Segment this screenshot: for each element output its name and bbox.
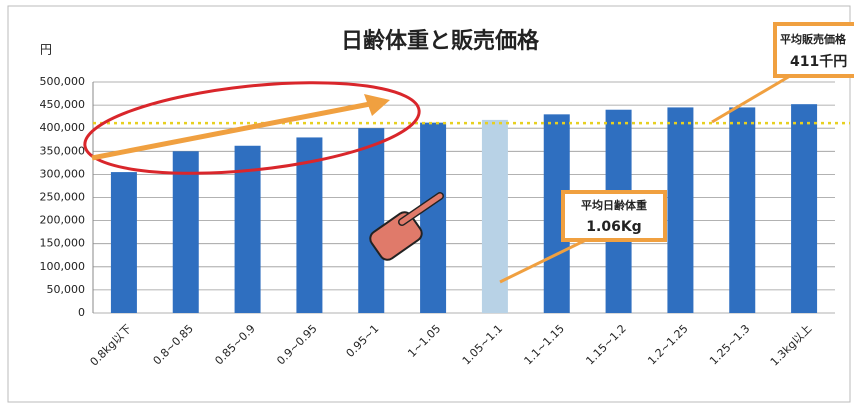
y-tick-label: 250,000 xyxy=(40,191,86,204)
bar xyxy=(729,107,756,313)
annotation-title: 平均日齢体重 xyxy=(581,198,647,212)
arrow-head xyxy=(364,94,390,116)
bar xyxy=(172,151,199,313)
annotation-title: 平均販売価格 xyxy=(780,32,847,46)
annotation-value: 1.06Kg xyxy=(586,219,641,235)
chart-title: 日齢体重と販売価格 xyxy=(341,28,540,54)
y-tick-label: 50,000 xyxy=(47,283,86,296)
y-tick-label: 200,000 xyxy=(40,214,86,227)
highlight-ellipse xyxy=(83,81,421,175)
annotation-box: 平均日齢体重 1.06Kg xyxy=(561,190,667,242)
bar xyxy=(420,122,447,313)
y-tick-label: 0 xyxy=(78,306,85,319)
annotation-value: 411千円 xyxy=(790,53,847,70)
annotation-box: 平均販売価格 411千円 xyxy=(773,22,854,78)
y-tick-label: 150,000 xyxy=(40,237,86,250)
bar xyxy=(667,107,694,313)
y-tick-label: 350,000 xyxy=(40,144,86,157)
y-unit: 円 xyxy=(40,43,52,57)
trend-arrow xyxy=(91,101,371,161)
callout-line xyxy=(711,74,791,124)
y-tick-label: 500,000 xyxy=(40,75,86,88)
bar xyxy=(234,145,261,313)
pointing-hand xyxy=(369,192,444,261)
y-tick-label: 100,000 xyxy=(40,260,86,273)
bar xyxy=(481,119,508,313)
callout-line xyxy=(499,236,591,284)
bar xyxy=(110,172,137,313)
bar xyxy=(791,104,818,314)
y-tick-label: 400,000 xyxy=(40,121,86,134)
y-tick-label: 300,000 xyxy=(40,167,86,180)
y-tick-label: 450,000 xyxy=(40,98,86,111)
bar xyxy=(358,128,385,313)
bar xyxy=(296,137,323,313)
